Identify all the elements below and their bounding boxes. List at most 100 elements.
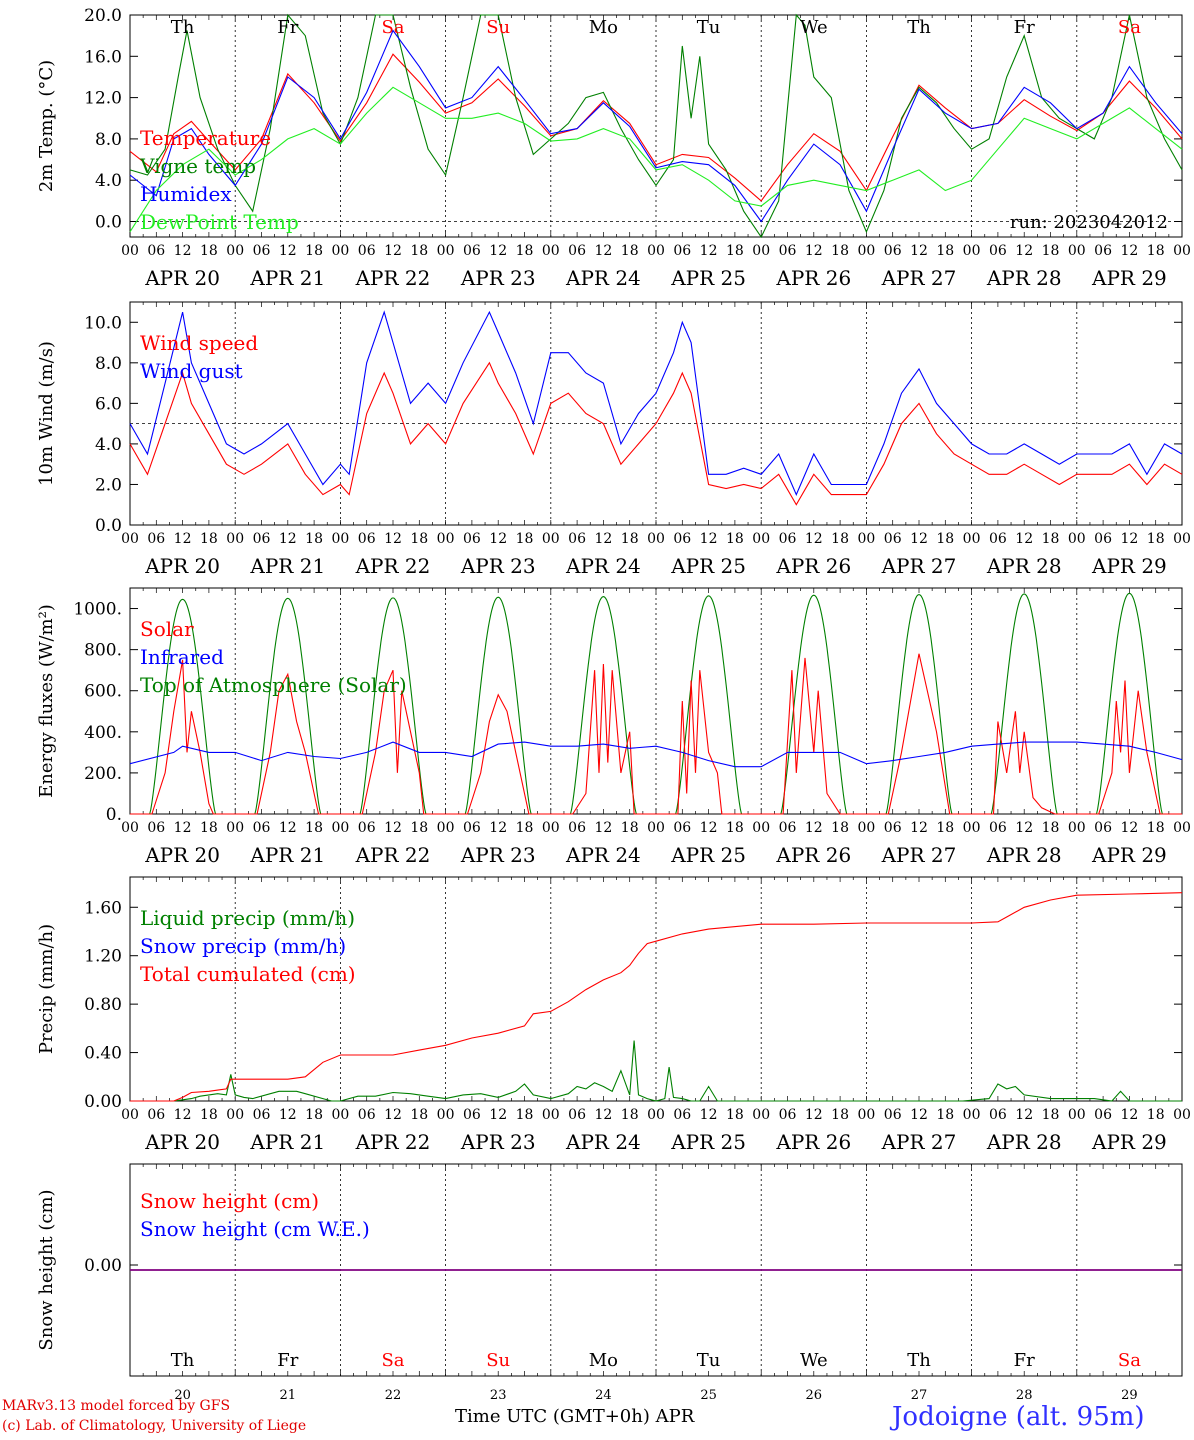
- copyright-credit: (c) Lab. of Climatology, University of L…: [2, 1418, 307, 1434]
- hour-label: 00: [437, 531, 455, 547]
- weekday-label: We: [800, 17, 828, 38]
- hour-label: 18: [516, 820, 534, 836]
- hour-label: 06: [253, 531, 271, 547]
- toa-solar-arch: [675, 595, 743, 815]
- toa-solar-arch: [990, 593, 1058, 815]
- weekday-label: Mo: [589, 1350, 618, 1371]
- hour-label: 12: [910, 1107, 928, 1123]
- hour-label: 00: [437, 243, 455, 259]
- hour-label: 00: [963, 531, 981, 547]
- y-tick-label: 0.: [106, 805, 122, 825]
- y-tick-label: 16.0: [84, 47, 122, 67]
- date-label: APR 21: [249, 843, 325, 867]
- model-credit: MARv3.13 model forced by GFS: [2, 1398, 231, 1414]
- toa-solar-arch: [569, 596, 637, 815]
- legend-label: Wind gust: [140, 359, 243, 383]
- hour-label: 00: [857, 243, 875, 259]
- day-number-label: 28: [1016, 1388, 1033, 1403]
- weekday-label: Fr: [1014, 17, 1035, 38]
- weekday-label: Sa: [381, 17, 404, 38]
- hour-label: 00: [752, 1107, 770, 1123]
- date-label: APR 21: [249, 554, 325, 578]
- legend-label: Top of Atmosphere (Solar): [140, 673, 407, 697]
- date-label: APR 25: [670, 266, 746, 290]
- hour-label: 12: [594, 243, 612, 259]
- toa-solar-arch: [149, 598, 217, 815]
- y-tick-label: 1000.: [73, 600, 122, 620]
- hour-label: 12: [1120, 1107, 1138, 1123]
- date-label: APR 24: [565, 266, 641, 290]
- hour-label: 06: [253, 820, 271, 836]
- y-tick-label: 10.0: [84, 313, 122, 333]
- date-label: APR 20: [144, 266, 220, 290]
- date-label: APR 24: [565, 843, 641, 867]
- hour-label: 06: [463, 243, 481, 259]
- hour-label: 00: [963, 243, 981, 259]
- solar-line: [130, 653, 1182, 815]
- hour-label: 12: [279, 531, 297, 547]
- date-label: APR 22: [355, 843, 431, 867]
- y-tick-label: 600.: [84, 682, 122, 702]
- hour-label: 12: [1120, 820, 1138, 836]
- hour-label: 18: [305, 820, 323, 836]
- hour-label: 18: [1042, 531, 1060, 547]
- hour-label: 00: [226, 820, 244, 836]
- hour-label: 18: [1147, 1107, 1165, 1123]
- hour-label: 12: [384, 531, 402, 547]
- day-number-label: 21: [280, 1388, 297, 1403]
- hour-label: 12: [174, 1107, 192, 1123]
- hour-label: 18: [831, 820, 849, 836]
- hour-label: 06: [358, 820, 376, 836]
- y-tick-label: 1.60: [84, 898, 122, 918]
- hour-label: 18: [516, 243, 534, 259]
- day-number-label: 26: [806, 1388, 823, 1403]
- hour-label: 12: [700, 243, 718, 259]
- legend-label: DewPoint Temp: [140, 210, 299, 234]
- legend-label: Total cumulated (cm): [140, 962, 356, 986]
- y-tick-label: 12.0: [84, 89, 122, 109]
- hour-label: 18: [1147, 243, 1165, 259]
- y-tick-label: 0.40: [84, 1044, 122, 1064]
- hour-label: 06: [779, 1107, 797, 1123]
- hour-label: 00: [542, 1107, 560, 1123]
- hour-label: 00: [226, 243, 244, 259]
- hour-label: 06: [779, 531, 797, 547]
- weekday-label: Th: [171, 1350, 195, 1371]
- hour-label: 00: [1068, 1107, 1086, 1123]
- hour-label: 00: [437, 1107, 455, 1123]
- hour-label: 06: [779, 243, 797, 259]
- date-label: APR 25: [670, 843, 746, 867]
- y-tick-label: 4.0: [95, 171, 122, 191]
- legend-label: Humidex: [140, 182, 232, 206]
- hour-label: 12: [910, 243, 928, 259]
- y-tick-label: 0.00: [84, 1092, 122, 1112]
- date-label: APR 27: [881, 843, 957, 867]
- hour-label: 12: [805, 243, 823, 259]
- hour-label: 12: [805, 1107, 823, 1123]
- y-tick-label: 400.: [84, 723, 122, 743]
- hour-label: 00: [647, 1107, 665, 1123]
- date-label: APR 29: [1091, 554, 1167, 578]
- hour-label: 18: [410, 1107, 428, 1123]
- y-tick-label: 4.0: [95, 435, 122, 455]
- weekday-label: Th: [907, 17, 931, 38]
- hour-label: 00: [647, 531, 665, 547]
- day-number-label: 24: [595, 1388, 612, 1403]
- hour-label: 12: [489, 531, 507, 547]
- date-label: APR 23: [460, 554, 536, 578]
- toa-solar-arch: [464, 596, 532, 815]
- legend-label: Liquid precip (mm/h): [140, 906, 355, 930]
- hour-label: 00: [121, 243, 139, 259]
- hour-label: 06: [463, 1107, 481, 1123]
- date-label: APR 26: [775, 1130, 851, 1154]
- legend-label: Temperature: [140, 126, 271, 150]
- station-name: Jodoigne (alt. 95m): [892, 1402, 1145, 1432]
- panel-frame-3: [129, 587, 1183, 815]
- hour-label: 00: [1068, 243, 1086, 259]
- hour-label: 18: [305, 243, 323, 259]
- hour-label: 00: [752, 820, 770, 836]
- hour-label: 18: [200, 243, 218, 259]
- hour-label: 00: [647, 820, 665, 836]
- date-label: APR 27: [881, 1130, 957, 1154]
- hour-label: 00: [121, 531, 139, 547]
